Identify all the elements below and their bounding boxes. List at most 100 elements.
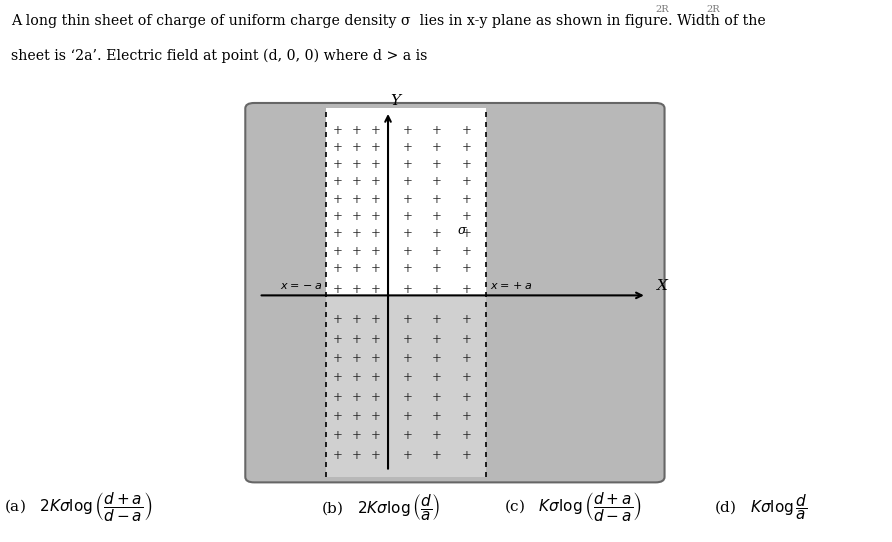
Text: +: + [461, 283, 472, 296]
Text: +: + [432, 333, 442, 346]
Text: +: + [333, 158, 343, 171]
Text: +: + [402, 371, 413, 384]
Text: +: + [402, 244, 413, 257]
Text: +: + [370, 333, 381, 346]
Text: +: + [402, 283, 413, 296]
Text: +: + [370, 210, 381, 223]
Text: +: + [402, 124, 413, 137]
Text: +: + [432, 391, 442, 404]
Text: (c)   $K\sigma\log\left(\dfrac{d+a}{d-a}\right)$: (c) $K\sigma\log\left(\dfrac{d+a}{d-a}\r… [504, 491, 642, 523]
Text: +: + [351, 410, 362, 423]
Text: +: + [461, 449, 472, 462]
Text: +: + [333, 141, 343, 154]
Text: +: + [461, 429, 472, 442]
Text: +: + [333, 333, 343, 346]
Text: +: + [432, 244, 442, 257]
Text: +: + [333, 449, 343, 462]
Text: +: + [432, 124, 442, 137]
Text: 2R: 2R [655, 5, 669, 15]
Text: +: + [351, 283, 362, 296]
Text: +: + [461, 176, 472, 189]
Text: +: + [432, 158, 442, 171]
Text: +: + [370, 283, 381, 296]
Text: +: + [402, 429, 413, 442]
Text: +: + [351, 429, 362, 442]
Text: +: + [461, 124, 472, 137]
Text: +: + [402, 141, 413, 154]
Text: (b)   $2K\sigma\log\left(\dfrac{d}{a}\right)$: (b) $2K\sigma\log\left(\dfrac{d}{a}\righ… [321, 492, 441, 522]
Text: +: + [370, 313, 381, 326]
Text: +: + [351, 391, 362, 404]
Text: +: + [402, 449, 413, 462]
Text: +: + [370, 176, 381, 189]
Text: +: + [333, 176, 343, 189]
Text: +: + [461, 371, 472, 384]
Text: +: + [370, 193, 381, 205]
Bar [326, 295, 486, 477]
Text: +: + [461, 352, 472, 365]
Text: +: + [402, 176, 413, 189]
Text: +: + [461, 244, 472, 257]
Text: +: + [432, 193, 442, 205]
Text: +: + [333, 210, 343, 223]
Text: +: + [432, 429, 442, 442]
Text: +: + [461, 141, 472, 154]
Text: +: + [351, 158, 362, 171]
Text: +: + [432, 410, 442, 423]
Text: +: + [333, 352, 343, 365]
Text: +: + [432, 141, 442, 154]
Text: +: + [370, 371, 381, 384]
Text: +: + [351, 176, 362, 189]
Text: +: + [370, 262, 381, 275]
FancyBboxPatch shape [326, 108, 486, 295]
Text: +: + [461, 333, 472, 346]
Text: σ: σ [458, 224, 466, 237]
Text: +: + [333, 262, 343, 275]
Text: +: + [402, 410, 413, 423]
Text: +: + [333, 193, 343, 205]
FancyBboxPatch shape [245, 103, 665, 482]
Text: (a)   $2K\sigma\log\left(\dfrac{d+a}{d-a}\right)$: (a) $2K\sigma\log\left(\dfrac{d+a}{d-a}\… [4, 491, 153, 523]
Text: $x=+a$: $x=+a$ [490, 280, 532, 291]
Text: +: + [370, 449, 381, 462]
Text: +: + [351, 244, 362, 257]
Text: +: + [402, 227, 413, 240]
Text: +: + [370, 410, 381, 423]
Text: +: + [351, 210, 362, 223]
Text: +: + [370, 391, 381, 404]
Text: +: + [432, 176, 442, 189]
Text: +: + [402, 333, 413, 346]
Text: +: + [351, 141, 362, 154]
Text: (d)   $K\sigma\log\dfrac{d}{a}$: (d) $K\sigma\log\dfrac{d}{a}$ [714, 492, 807, 521]
Text: Y: Y [391, 94, 401, 108]
Text: +: + [351, 193, 362, 205]
Text: +: + [402, 158, 413, 171]
Text: +: + [333, 124, 343, 137]
Text: +: + [351, 227, 362, 240]
Text: +: + [432, 313, 442, 326]
Text: +: + [461, 410, 472, 423]
Text: +: + [402, 391, 413, 404]
Text: +: + [351, 313, 362, 326]
Text: +: + [461, 391, 472, 404]
Text: 2R: 2R [706, 5, 721, 15]
Text: sheet is ‘2a’. Electric field at point (d, 0, 0) where d > a is: sheet is ‘2a’. Electric field at point (… [11, 49, 427, 63]
Text: +: + [370, 141, 381, 154]
Text: +: + [432, 352, 442, 365]
Text: +: + [370, 227, 381, 240]
Text: X: X [657, 279, 668, 293]
Text: +: + [370, 352, 381, 365]
Text: +: + [461, 210, 472, 223]
Text: +: + [432, 227, 442, 240]
Text: +: + [333, 227, 343, 240]
Text: +: + [432, 449, 442, 462]
Text: +: + [351, 124, 362, 137]
Text: +: + [370, 158, 381, 171]
Text: +: + [432, 262, 442, 275]
Text: +: + [351, 449, 362, 462]
Text: +: + [351, 352, 362, 365]
Text: +: + [351, 262, 362, 275]
Text: +: + [370, 124, 381, 137]
Text: +: + [461, 262, 472, 275]
Text: +: + [461, 227, 472, 240]
